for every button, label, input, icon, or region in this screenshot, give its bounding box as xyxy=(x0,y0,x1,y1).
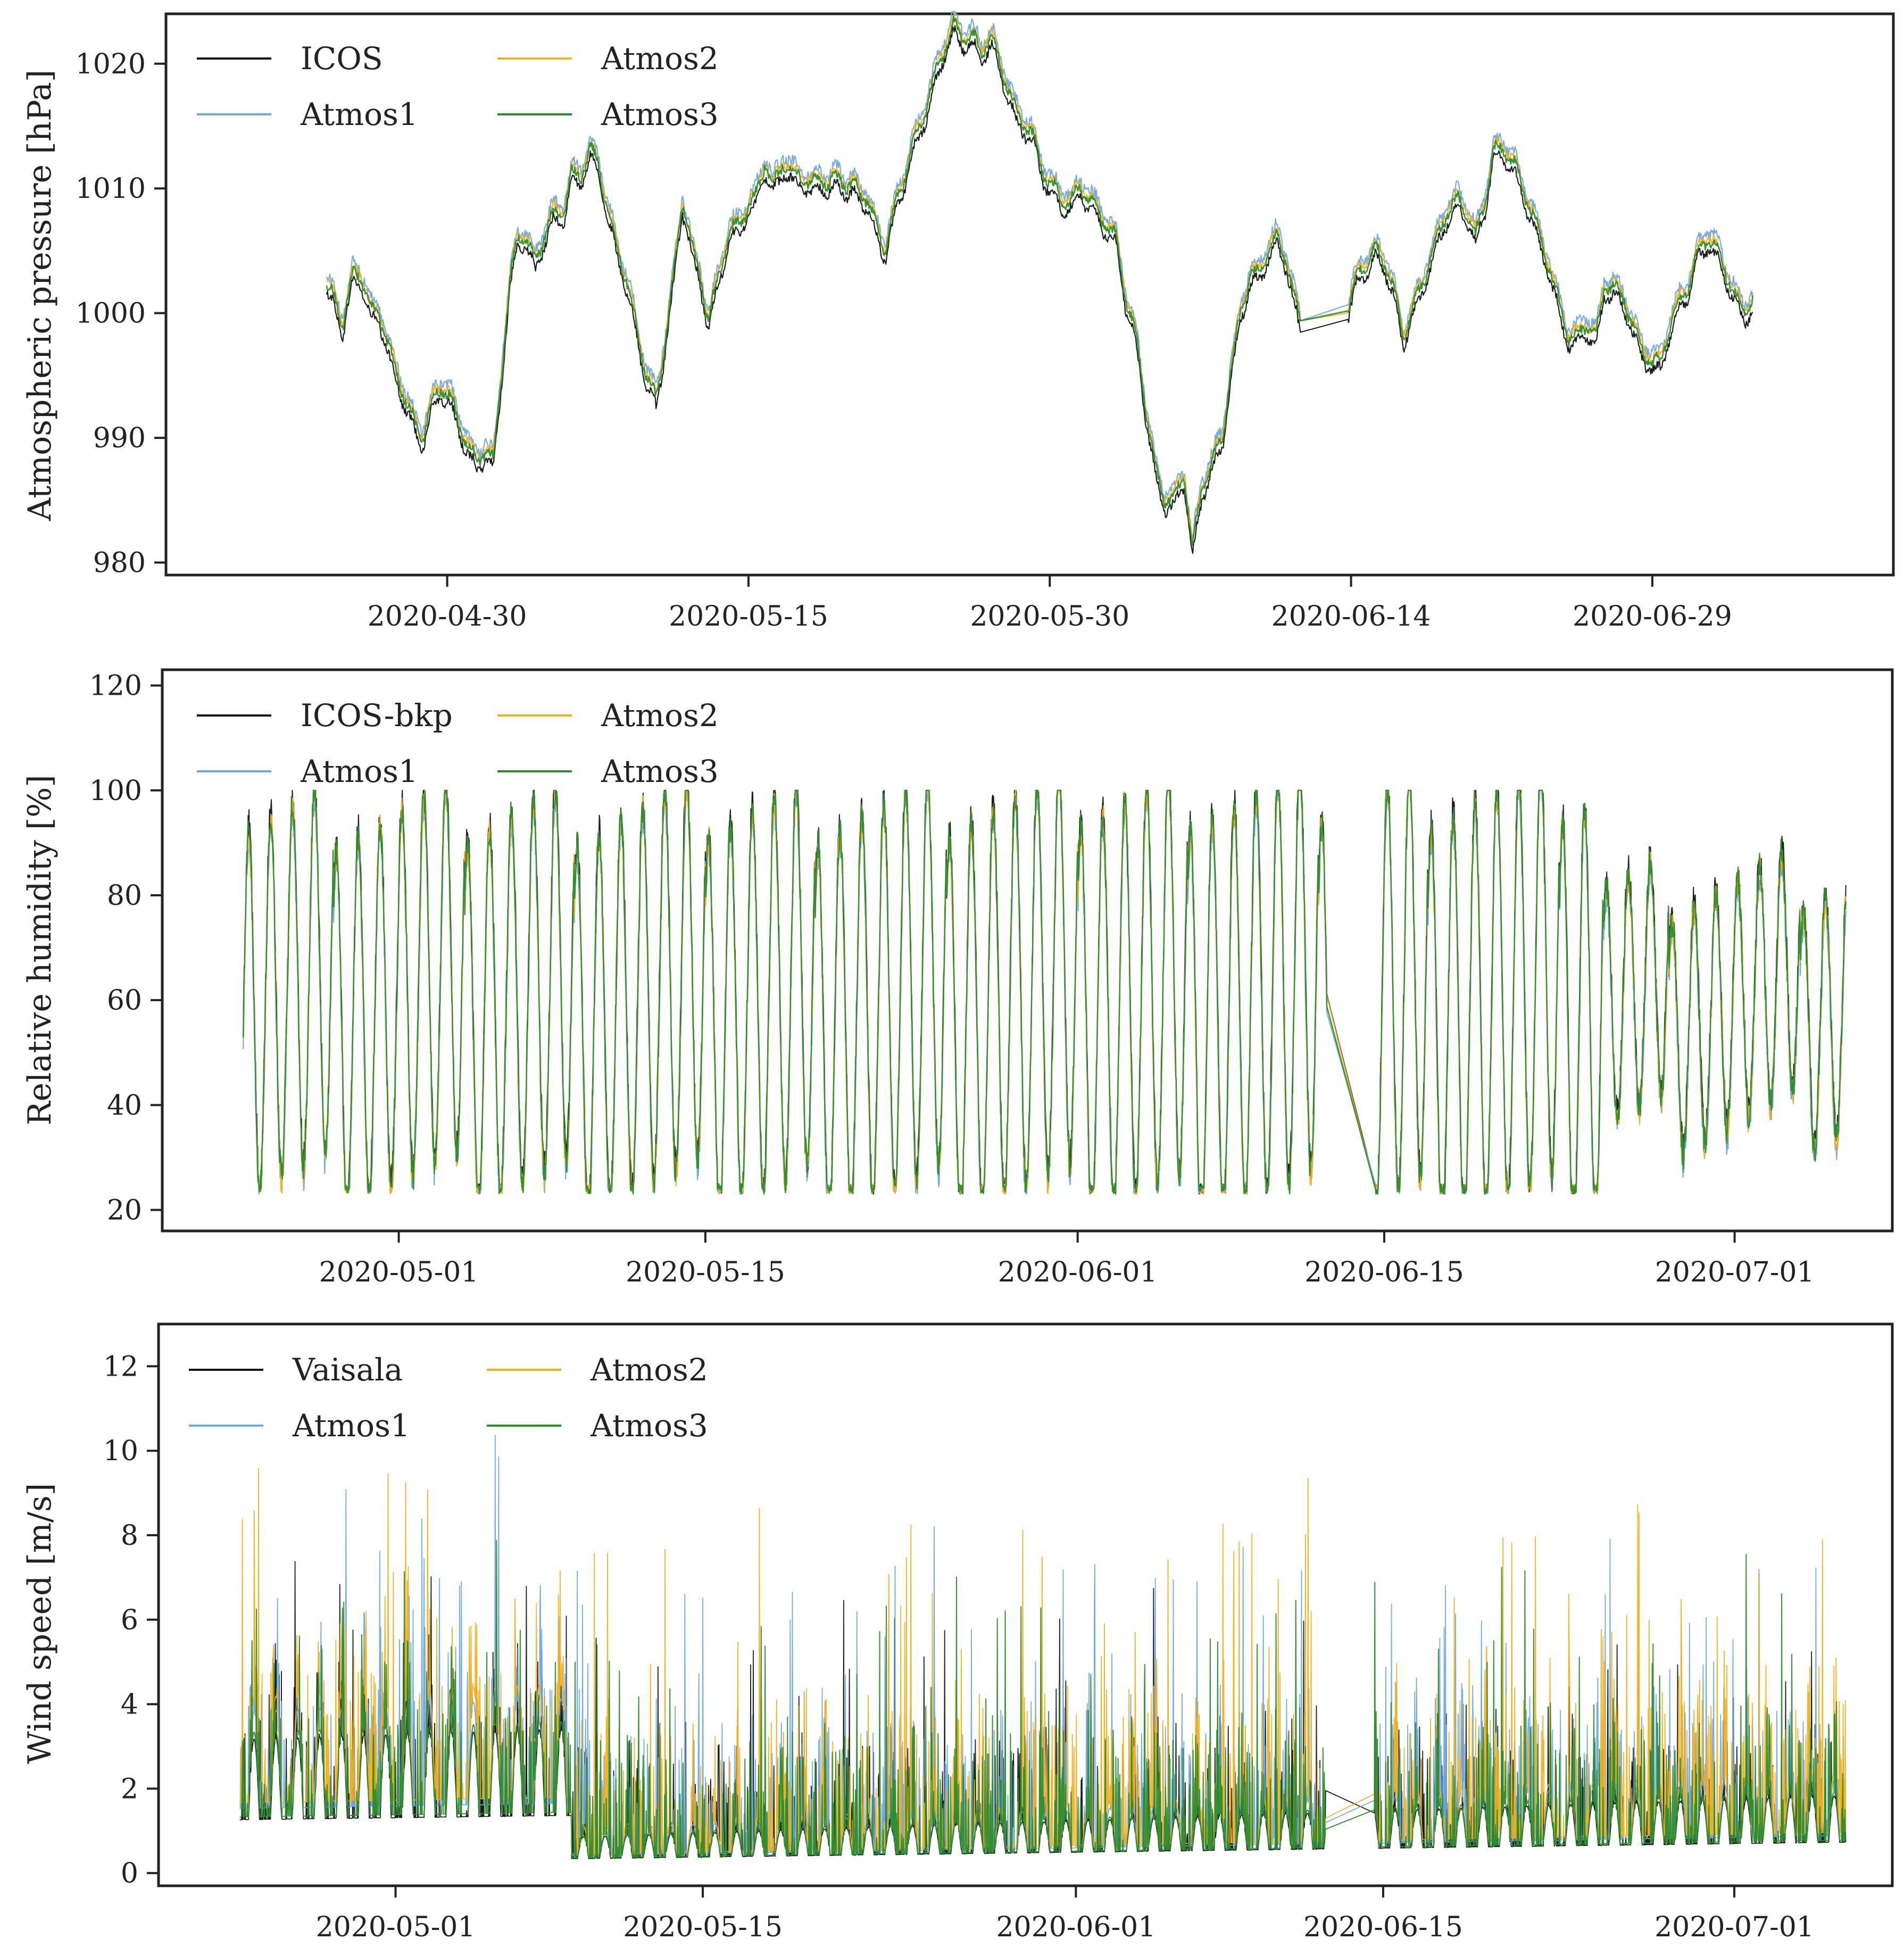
series-line-atmos1 xyxy=(326,10,1753,538)
series-line-icos xyxy=(326,25,1753,554)
humidity-panel: 20 40 60 80 100 120 2020-05-01 2020-05-15 2020-0… xyxy=(21,668,1894,1288)
wind-panel: 0 2 4 6 8 10 12 2020-05-01 2020-05-15 2020-06-01 2… xyxy=(21,1322,1894,1943)
humidity-y-axis-label: Relative humidity [%] xyxy=(21,775,59,1125)
legend-label: Atmos1 xyxy=(300,96,418,132)
series-line-icos-bkp xyxy=(243,789,1847,1195)
y-tick-label: 6 xyxy=(121,1604,138,1636)
x-tick-label: 2020-06-01 xyxy=(998,1256,1158,1288)
wind-legend: Vaisala Atmos1 Atmos2 Atmos3 xyxy=(189,1352,708,1444)
y-tick-label: 80 xyxy=(107,880,142,912)
pressure-series-lines xyxy=(326,10,1753,554)
wind-plot-frame xyxy=(157,1322,1894,1887)
legend-label: Vaisala xyxy=(292,1352,403,1388)
pressure-legend: ICOS Atmos1 Atmos2 Atmos3 xyxy=(197,40,719,132)
x-tick-label: 2020-05-01 xyxy=(316,1911,476,1943)
x-tick-label: 2020-06-14 xyxy=(1271,601,1431,632)
humidity-legend: ICOS-bkp Atmos1 Atmos2 Atmos3 xyxy=(197,697,719,789)
pressure-y-axis-label: Atmospheric pressure [hPa] xyxy=(21,70,59,521)
legend-label: Atmos1 xyxy=(300,753,418,789)
series-line-atmos2 xyxy=(326,12,1753,540)
series-line-atmos3 xyxy=(239,1539,1846,1859)
x-tick-label: 2020-05-15 xyxy=(623,1911,783,1943)
y-tick-label: 120 xyxy=(89,670,142,702)
y-tick-label: 1020 xyxy=(76,48,146,80)
legend-label: Atmos2 xyxy=(601,40,719,77)
y-tick-label: 1000 xyxy=(76,298,146,330)
series-line-atmos3 xyxy=(326,15,1753,546)
y-tick-label: 4 xyxy=(121,1689,138,1721)
series-line-atmos2 xyxy=(243,789,1847,1195)
legend-label: Atmos1 xyxy=(292,1408,410,1444)
humidity-series-lines xyxy=(243,789,1847,1195)
legend-label: Atmos2 xyxy=(601,697,719,734)
x-tick-label: 2020-05-30 xyxy=(970,601,1129,632)
x-tick-label: 2020-06-15 xyxy=(1304,1256,1464,1288)
humidity-axes: 20 40 60 80 100 120 2020-05-01 2020-05-15 2020-0… xyxy=(89,670,1815,1288)
y-tick-label: 980 xyxy=(93,547,146,579)
y-tick-label: 8 xyxy=(121,1520,138,1552)
legend-label: Atmos3 xyxy=(601,96,719,132)
x-tick-label: 2020-07-01 xyxy=(1654,1911,1814,1943)
x-tick-label: 2020-05-01 xyxy=(319,1256,479,1288)
series-line-atmos1 xyxy=(243,789,1847,1195)
x-tick-label: 2020-07-01 xyxy=(1655,1256,1815,1288)
wind-y-axis-label: Wind speed [m/s] xyxy=(21,1483,59,1764)
wind-axes: 0 2 4 6 8 10 12 2020-05-01 2020-05-15 2020-06-01 2… xyxy=(103,1351,1814,1943)
x-tick-label: 2020-04-30 xyxy=(368,601,527,632)
y-tick-label: 0 xyxy=(121,1858,138,1890)
humidity-plot-frame xyxy=(161,668,1894,1233)
pressure-plot-frame xyxy=(164,12,1895,577)
legend-label: Atmos3 xyxy=(601,753,719,789)
y-tick-label: 12 xyxy=(103,1351,138,1383)
series-line-atmos3 xyxy=(243,789,1847,1195)
x-tick-label: 2020-06-15 xyxy=(1303,1911,1463,1943)
x-tick-label: 2020-05-15 xyxy=(669,601,828,632)
y-tick-label: 100 xyxy=(89,775,142,807)
y-tick-label: 40 xyxy=(107,1089,142,1121)
y-tick-label: 20 xyxy=(107,1195,142,1227)
x-tick-label: 2020-06-29 xyxy=(1573,601,1732,632)
wind-series-lines xyxy=(239,1435,1847,1859)
pressure-panel: 980 990 1000 1010 1020 2020-04-30 2020-05-15 20… xyxy=(21,10,1895,632)
y-tick-label: 2 xyxy=(121,1773,138,1805)
legend-label: Atmos2 xyxy=(590,1352,708,1388)
y-tick-label: 1010 xyxy=(76,173,146,205)
legend-label: ICOS xyxy=(301,40,383,77)
y-tick-label: 990 xyxy=(93,422,146,454)
x-tick-label: 2020-05-15 xyxy=(626,1256,785,1288)
y-tick-label: 60 xyxy=(107,985,142,1017)
legend-label: ICOS-bkp xyxy=(301,697,453,734)
y-tick-label: 10 xyxy=(103,1435,138,1467)
legend-label: Atmos3 xyxy=(590,1408,708,1444)
pressure-axes: 980 990 1000 1010 1020 2020-04-30 2020-05-15 20… xyxy=(76,48,1732,632)
x-tick-label: 2020-06-01 xyxy=(996,1911,1155,1943)
